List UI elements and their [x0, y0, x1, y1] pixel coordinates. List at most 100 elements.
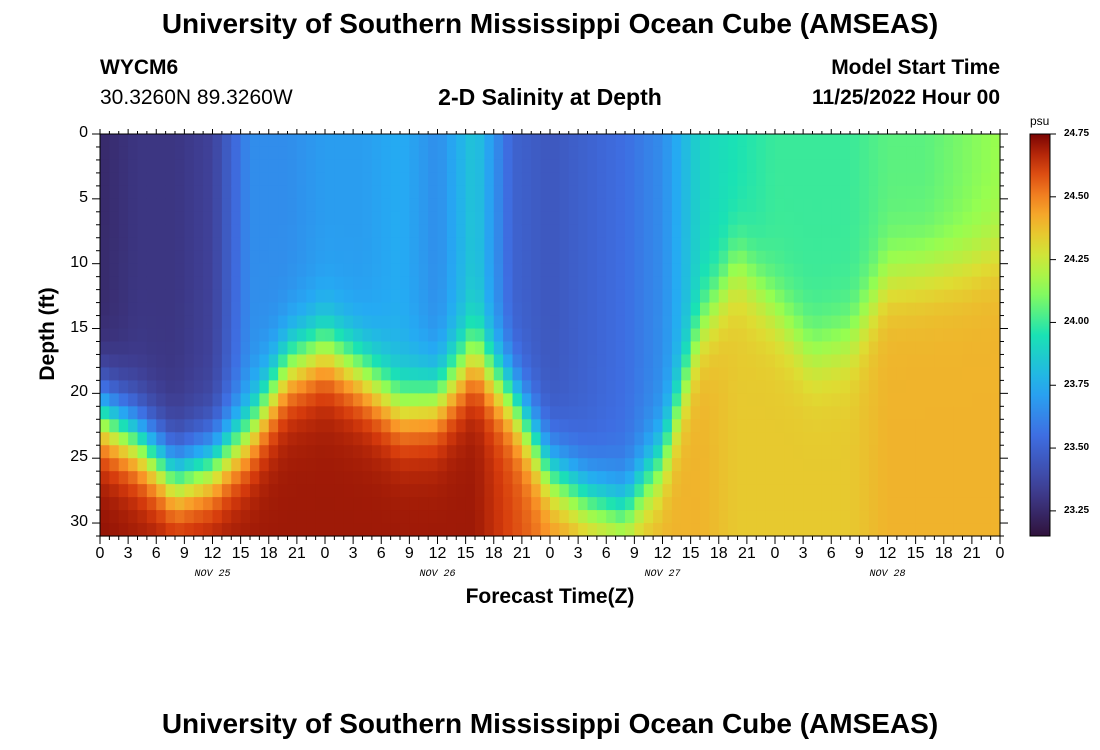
- heatmap-cell: [428, 315, 439, 330]
- heatmap-cell: [718, 523, 729, 537]
- heatmap-cell: [803, 419, 814, 433]
- heatmap-cell: [184, 224, 195, 239]
- heatmap-cell: [343, 354, 354, 369]
- heatmap-cell: [334, 393, 345, 407]
- heatmap-cell: [109, 185, 120, 200]
- heatmap-cell: [550, 134, 560, 148]
- heatmap-cell: [409, 263, 420, 278]
- heatmap-cell: [709, 134, 720, 148]
- heatmap-cell: [943, 172, 954, 187]
- heatmap-cell: [109, 484, 120, 498]
- heatmap-cell: [306, 471, 317, 485]
- heatmap-cell: [231, 224, 242, 239]
- heatmap-cell: [475, 419, 485, 433]
- heatmap-cell: [906, 159, 917, 174]
- heatmap-cell: [568, 341, 579, 356]
- heatmap-cell: [156, 172, 167, 187]
- heatmap-cell: [231, 263, 242, 278]
- heatmap-cell: [962, 224, 973, 239]
- heatmap-cell: [690, 419, 701, 433]
- heatmap-cell: [418, 510, 429, 524]
- heatmap-cell: [521, 367, 532, 381]
- x-tick-label: 15: [231, 545, 250, 562]
- heatmap-cell: [868, 354, 879, 369]
- heatmap-cell: [943, 289, 954, 304]
- heatmap-cell: [381, 146, 392, 161]
- heatmap-cell: [615, 523, 626, 537]
- heatmap-cell: [568, 380, 579, 394]
- heatmap-cell: [446, 380, 457, 394]
- heatmap-cell: [728, 406, 739, 420]
- heatmap-cell: [118, 497, 129, 511]
- heatmap-cell: [165, 523, 176, 537]
- heatmap-cell: [278, 315, 289, 330]
- heatmap-cell: [615, 419, 626, 433]
- heatmap-cell: [484, 328, 495, 343]
- heatmap-cell: [334, 523, 345, 537]
- heatmap-cell: [943, 445, 954, 459]
- heatmap-cell: [653, 497, 664, 511]
- heatmap-cell: [428, 146, 439, 161]
- heatmap-cell: [484, 367, 495, 381]
- heatmap-cell: [371, 276, 382, 291]
- heatmap-cell: [840, 224, 851, 239]
- heatmap-cell: [446, 237, 457, 252]
- heatmap-cell: [343, 289, 354, 304]
- heatmap-cell: [381, 172, 392, 187]
- heatmap-cell: [990, 458, 1001, 472]
- heatmap-cell: [212, 134, 223, 148]
- heatmap-cell: [840, 510, 851, 524]
- heatmap-cell: [456, 289, 467, 304]
- heatmap-cell: [803, 185, 814, 200]
- heatmap-cell: [634, 172, 645, 187]
- heatmap-cell: [268, 146, 279, 161]
- heatmap-cell: [934, 445, 945, 459]
- heatmap-cell: [925, 523, 935, 537]
- heatmap-cell: [587, 159, 598, 174]
- heatmap-cell: [803, 289, 814, 304]
- heatmap-cell: [287, 289, 298, 304]
- heatmap-cell: [943, 510, 954, 524]
- heatmap-cell: [287, 302, 298, 317]
- heatmap-cell: [878, 471, 889, 485]
- heatmap-cell: [662, 497, 673, 511]
- heatmap-cell: [981, 367, 992, 381]
- heatmap-cell: [990, 406, 1001, 420]
- heatmap-cell: [400, 380, 410, 394]
- heatmap-cell: [343, 510, 354, 524]
- heatmap-cell: [840, 315, 851, 330]
- heatmap-cell: [287, 341, 298, 356]
- heatmap-cell: [868, 172, 879, 187]
- footer-title: University of Southern Mississippi Ocean…: [161, 708, 939, 739]
- heatmap-cell: [596, 406, 607, 420]
- heatmap-cell: [409, 419, 420, 433]
- heatmap-cell: [540, 237, 551, 252]
- heatmap-cell: [896, 302, 907, 317]
- heatmap-cell: [512, 432, 523, 446]
- heatmap-cell: [971, 263, 982, 278]
- heatmap-cell: [896, 458, 907, 472]
- heatmap-cell: [381, 224, 392, 239]
- heatmap-cell: [409, 523, 420, 537]
- heatmap-cell: [568, 250, 579, 265]
- heatmap-cell: [606, 134, 617, 148]
- heatmap-cell: [146, 406, 157, 420]
- heatmap-cell: [971, 510, 982, 524]
- heatmap-cell: [878, 198, 889, 213]
- heatmap-cell: [746, 419, 757, 433]
- heatmap-cell: [887, 471, 898, 485]
- heatmap-cell: [821, 484, 832, 498]
- heatmap-cell: [671, 172, 682, 187]
- heatmap-cell: [390, 497, 401, 511]
- heatmap-cell: [118, 354, 129, 369]
- heatmap-cell: [915, 471, 926, 485]
- heatmap-cell: [550, 458, 560, 472]
- heatmap-cell: [578, 471, 589, 485]
- heatmap-cell: [925, 432, 935, 446]
- heatmap-cell: [512, 276, 523, 291]
- heatmap-cell: [240, 510, 251, 524]
- x-tick-label: 21: [962, 545, 981, 562]
- heatmap-cell: [390, 315, 401, 330]
- heatmap-cell: [371, 471, 382, 485]
- heatmap-cell: [156, 523, 167, 537]
